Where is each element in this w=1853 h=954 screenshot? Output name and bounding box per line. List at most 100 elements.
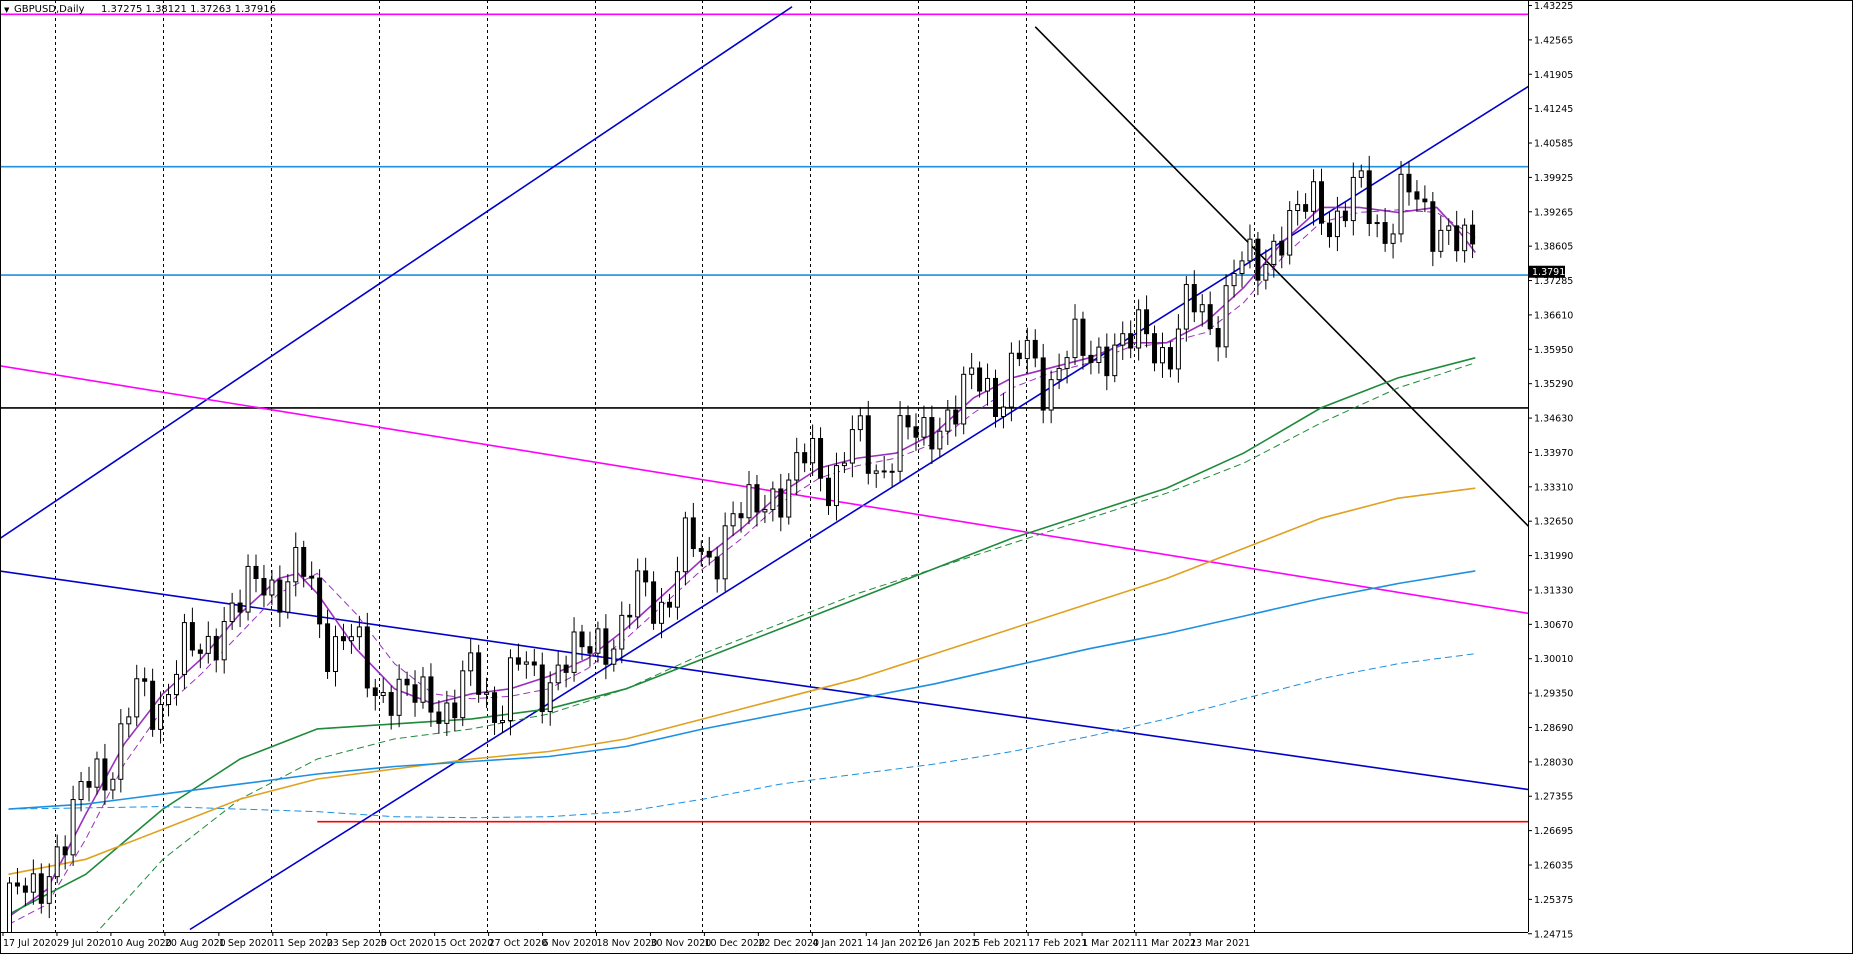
candle-body bbox=[547, 682, 553, 713]
bull-candle bbox=[1374, 214, 1380, 238]
candle-body bbox=[865, 415, 871, 474]
candle-body bbox=[428, 676, 434, 713]
candle-body bbox=[913, 426, 919, 438]
bull-candle bbox=[1056, 353, 1062, 390]
bear-candle bbox=[1382, 208, 1388, 252]
candle-body bbox=[62, 846, 68, 856]
candle-body bbox=[651, 581, 657, 624]
bear-candle bbox=[452, 689, 458, 732]
candle-body bbox=[555, 664, 561, 684]
bear-candle bbox=[563, 655, 569, 688]
bull-candle bbox=[333, 625, 339, 687]
candle-body bbox=[985, 377, 991, 392]
bull-candle bbox=[1064, 350, 1070, 384]
time-tick-label: 1 Mar 2021 bbox=[1082, 938, 1136, 949]
bear-candle bbox=[826, 465, 832, 515]
bear-candle bbox=[1414, 180, 1420, 212]
candle-body bbox=[587, 646, 593, 654]
bull-candle bbox=[786, 473, 792, 525]
candle-body bbox=[1342, 210, 1348, 222]
candle-body bbox=[372, 687, 378, 697]
bear-candle bbox=[1207, 291, 1213, 336]
bear-candle bbox=[1167, 341, 1173, 378]
candle-body bbox=[635, 570, 641, 618]
bear-candle bbox=[1303, 193, 1309, 219]
bull-candle bbox=[380, 677, 386, 703]
candle-body bbox=[1159, 347, 1165, 364]
candle-body bbox=[348, 636, 354, 642]
candle-body bbox=[14, 882, 20, 887]
bull-candle bbox=[659, 587, 665, 639]
candle-body bbox=[1104, 346, 1110, 377]
bull-candle bbox=[444, 690, 450, 736]
price-axis[interactable]: 1.43225 1.42565 1.41905 1.41245 1.40585 1.399… bbox=[1528, 1, 1573, 940]
candle-body bbox=[1064, 357, 1070, 369]
candle-body bbox=[269, 579, 275, 596]
candle-body bbox=[873, 470, 879, 474]
bear-candle bbox=[1040, 343, 1046, 424]
bull-candle bbox=[1120, 321, 1126, 360]
bull-candle bbox=[921, 405, 927, 446]
candle-body bbox=[484, 692, 490, 695]
candle-body bbox=[937, 430, 943, 450]
price-tick-label: 1.25375 bbox=[1534, 895, 1573, 906]
bull-candle bbox=[1175, 314, 1181, 383]
bear-candle bbox=[237, 589, 243, 628]
bear-candle bbox=[213, 628, 219, 673]
bull-candle bbox=[810, 424, 816, 477]
bear-candle bbox=[603, 614, 609, 680]
price-tick-label: 1.33970 bbox=[1534, 448, 1573, 459]
candle-body bbox=[1040, 357, 1046, 411]
bull-candle bbox=[985, 363, 991, 406]
candle-body bbox=[762, 509, 768, 513]
bear-candle bbox=[1366, 155, 1372, 237]
collapse-triangle-icon[interactable]: ▼ bbox=[4, 6, 10, 14]
bear-candle bbox=[372, 678, 378, 711]
price-tick-label: 1.42565 bbox=[1534, 35, 1573, 46]
bull-candle bbox=[945, 399, 951, 445]
bull-candle bbox=[889, 463, 895, 487]
candle-body bbox=[1319, 181, 1325, 224]
ma-long bbox=[8, 570, 1476, 810]
candle-body bbox=[818, 437, 824, 479]
candle-body bbox=[929, 417, 935, 450]
candle-body bbox=[396, 678, 402, 716]
candles bbox=[7, 155, 1476, 932]
candle-body bbox=[1016, 352, 1022, 360]
candle-body bbox=[1231, 273, 1237, 287]
bear-candle bbox=[404, 671, 410, 696]
candle-body bbox=[229, 602, 235, 623]
bull-candle bbox=[1000, 392, 1006, 429]
trendline-channel-upper bbox=[0, 6, 793, 540]
candle-body bbox=[1072, 318, 1078, 359]
candle-body bbox=[961, 373, 967, 425]
price-tick-label: 1.38605 bbox=[1534, 242, 1573, 253]
bull-candle bbox=[674, 556, 680, 620]
candle-body bbox=[1406, 173, 1412, 193]
bull-candle bbox=[730, 501, 736, 537]
bear-candle bbox=[531, 648, 537, 677]
bull-candle bbox=[1024, 327, 1030, 374]
bull-candle bbox=[547, 671, 553, 726]
candle-body bbox=[1088, 354, 1094, 364]
ma-mid-signal bbox=[96, 362, 1476, 932]
candle-body bbox=[1470, 224, 1476, 245]
candle-body bbox=[30, 873, 36, 893]
bear-candle bbox=[1342, 202, 1348, 228]
candle-body bbox=[579, 631, 585, 648]
candle-body bbox=[126, 716, 132, 725]
ma-mid bbox=[8, 357, 1476, 916]
candle-body bbox=[1167, 347, 1173, 370]
bull-candle bbox=[245, 554, 251, 621]
bull-candle bbox=[46, 863, 52, 919]
bear-candle bbox=[142, 667, 148, 697]
time-tick-label: 23 Mar 2021 bbox=[1190, 938, 1250, 949]
bear-candle bbox=[627, 603, 633, 629]
candle-body bbox=[706, 550, 712, 558]
candle-body bbox=[213, 635, 219, 661]
bull-candle bbox=[937, 417, 943, 458]
bear-candle bbox=[953, 395, 959, 437]
bull-candle bbox=[221, 607, 227, 674]
